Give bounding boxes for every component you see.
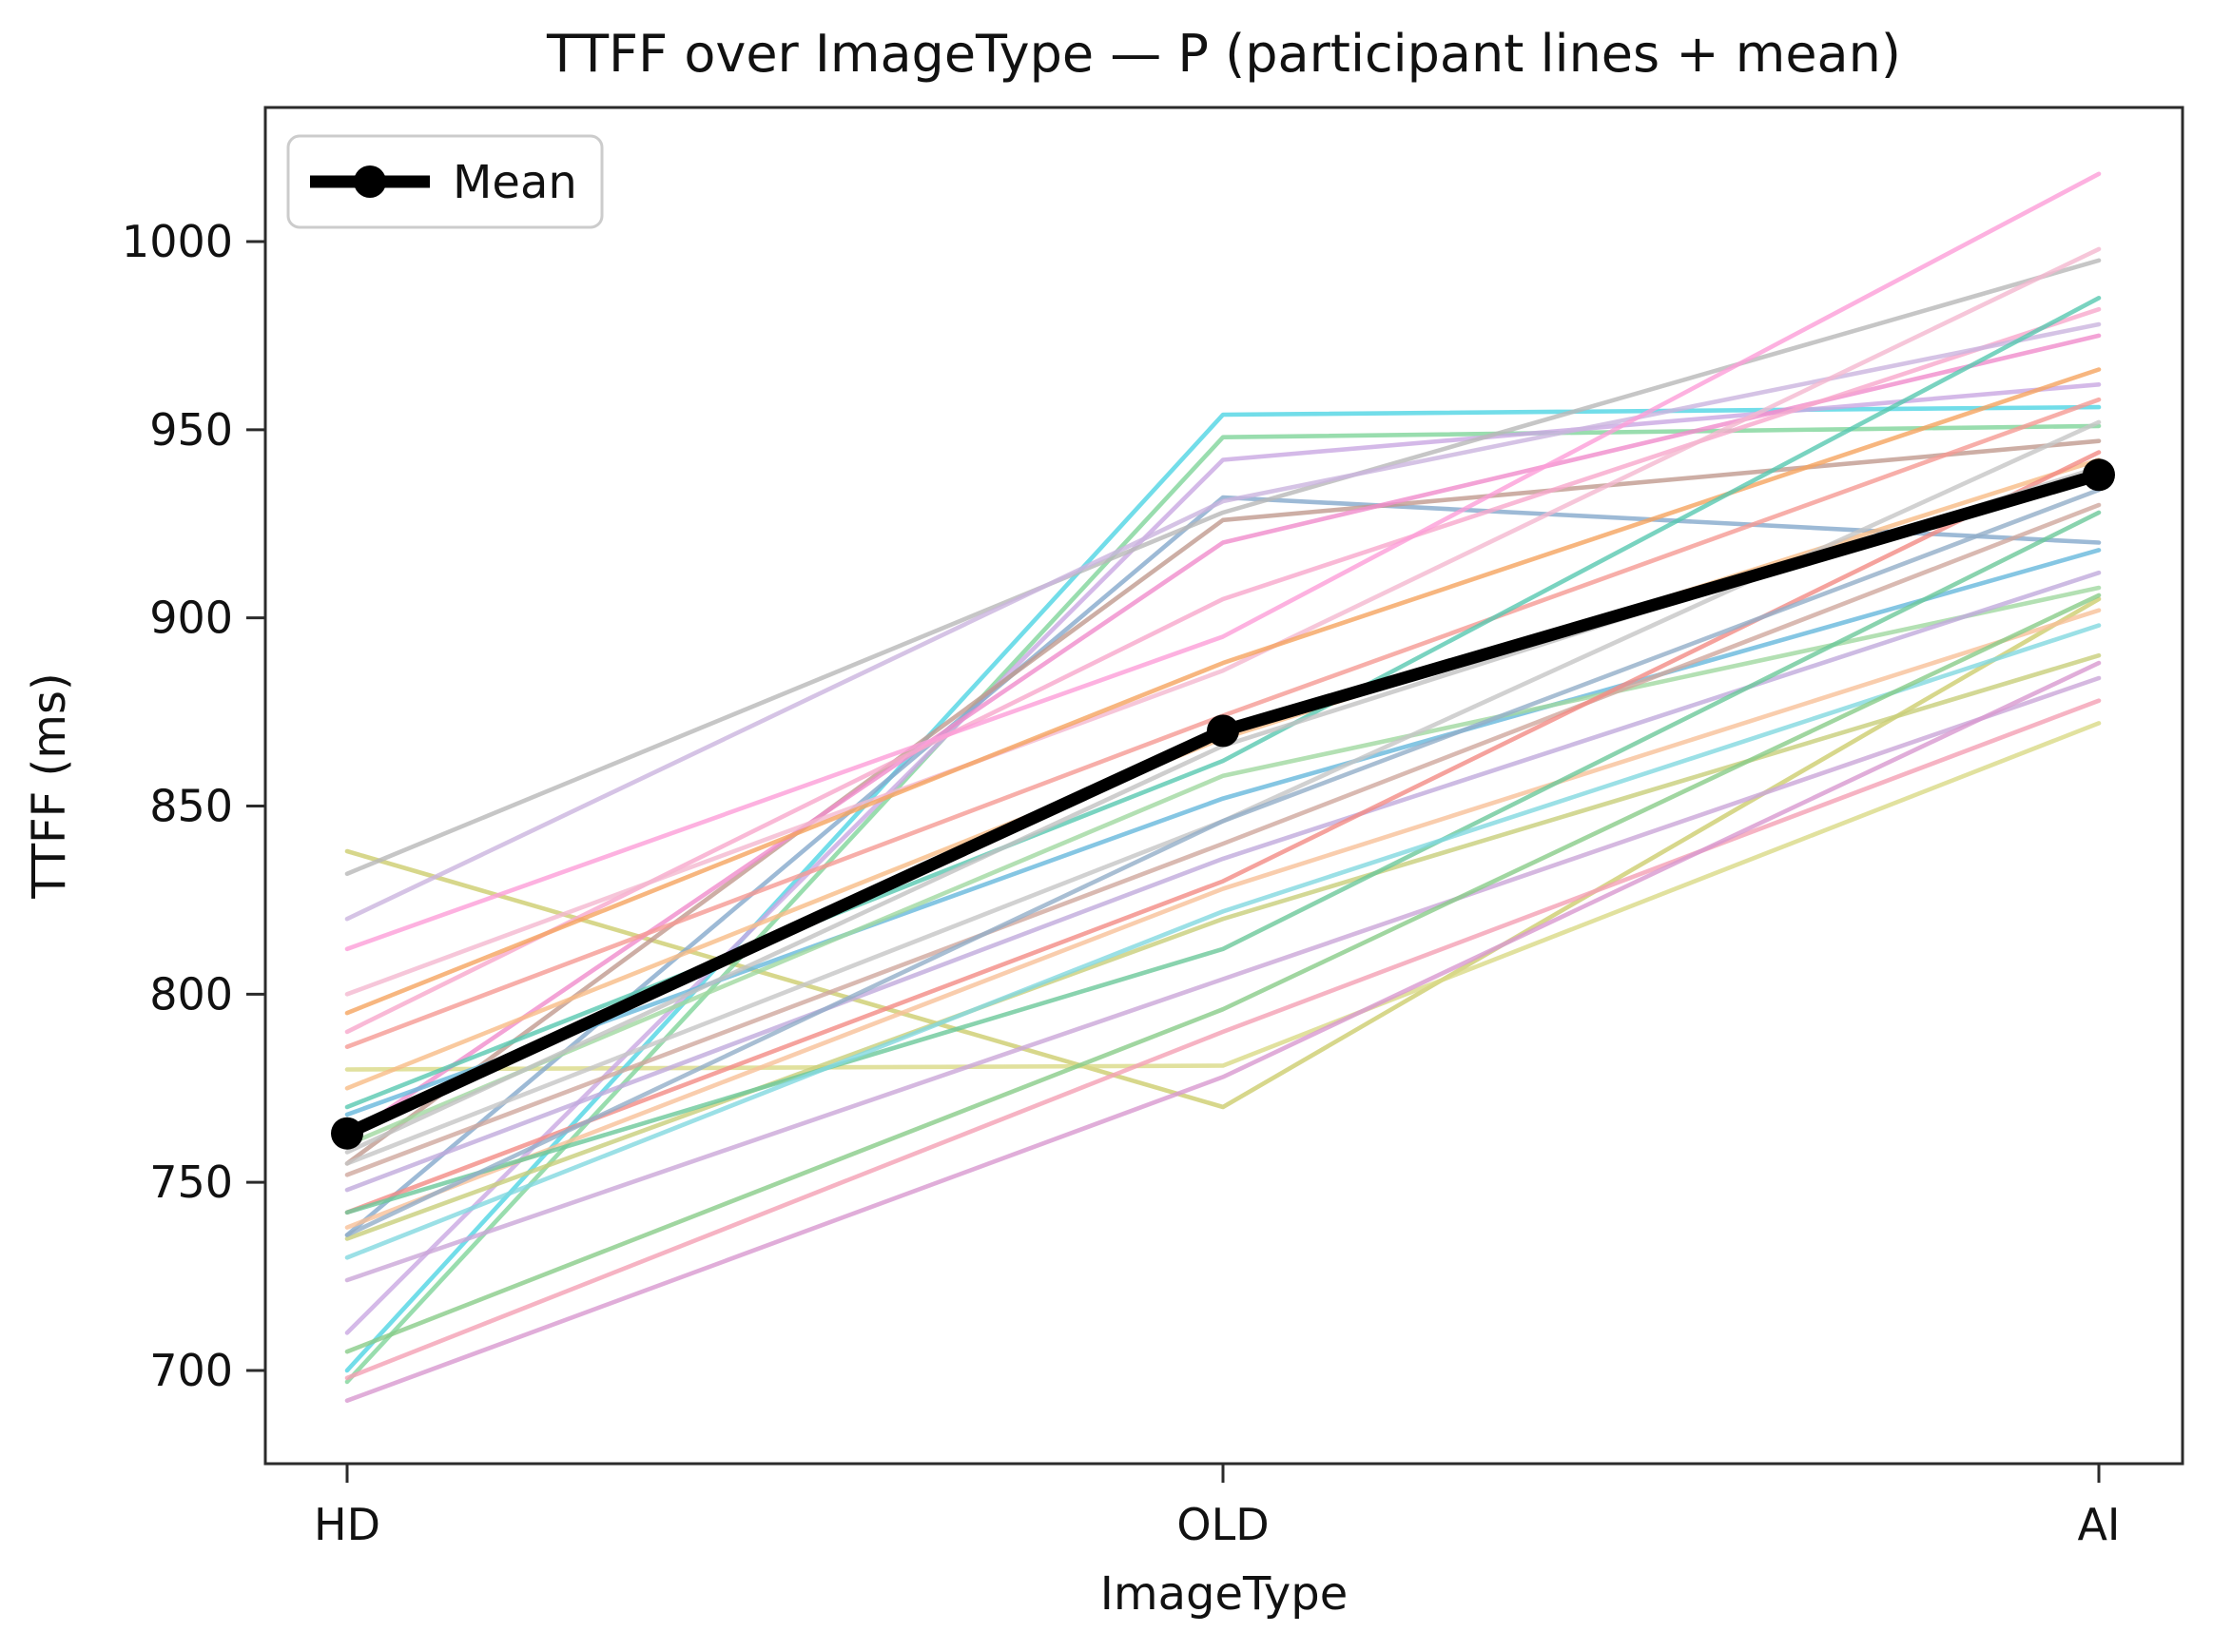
y-tick-label: 750	[149, 1156, 233, 1208]
participant-line	[344, 510, 2102, 1215]
x-axis-label: ImageType	[1100, 1567, 1349, 1621]
mean-marker	[2083, 458, 2115, 492]
y-tick-label: 850	[149, 780, 233, 831]
chart-title: TTFF over ImageType — P (participant lin…	[546, 24, 1901, 84]
participant-line	[344, 487, 2102, 1237]
x-tick-label: HD	[314, 1499, 380, 1550]
participant-line	[344, 623, 2102, 1260]
participant-line	[344, 593, 2102, 1354]
participant-line	[344, 570, 2102, 1193]
mean-marker	[1207, 714, 1239, 748]
participant-line	[344, 246, 2102, 997]
y-tick-label: 900	[149, 593, 233, 644]
legend-box	[286, 134, 604, 229]
participant-line	[344, 367, 2102, 1016]
participant-line	[344, 652, 2102, 1241]
legend-mean-label: Mean	[453, 156, 577, 209]
y-tick-label: 950	[149, 404, 233, 456]
y-axis-label: TTFF (ms)	[23, 672, 76, 900]
legend-mean-marker	[354, 165, 386, 198]
mean-line-group	[331, 458, 2115, 1150]
legend: Mean	[286, 134, 604, 229]
x-axis-ticks: HD OLD AI	[314, 1464, 2121, 1550]
y-tick-label: 800	[149, 968, 233, 1020]
participant-line	[344, 423, 2102, 1385]
participant-line	[344, 295, 2102, 1110]
mean-marker	[331, 1117, 363, 1150]
participant-line	[344, 660, 2102, 1403]
participant-line	[344, 321, 2102, 922]
participant-line	[344, 258, 2102, 877]
participant-lines-group	[344, 171, 2102, 1403]
participant-line	[344, 608, 2102, 1230]
y-tick-label: 700	[149, 1345, 233, 1396]
plot-area	[265, 107, 2183, 1464]
participant-line	[344, 548, 2102, 1118]
x-tick-label: OLD	[1176, 1499, 1269, 1550]
participant-line	[344, 675, 2102, 1283]
participant-line	[344, 502, 2102, 1177]
participant-line	[344, 585, 2102, 1147]
y-tick-label: 1000	[122, 216, 233, 267]
participant-line	[344, 698, 2102, 1381]
x-tick-label: AI	[2077, 1499, 2120, 1550]
participant-line	[344, 495, 2102, 1237]
y-axis-ticks: 700 750 800 850 900 950 1000	[122, 216, 265, 1396]
axes-spines	[263, 106, 2184, 1466]
participant-line	[344, 171, 2102, 952]
participant-line	[344, 381, 2102, 1335]
participant-line	[344, 450, 2102, 1215]
